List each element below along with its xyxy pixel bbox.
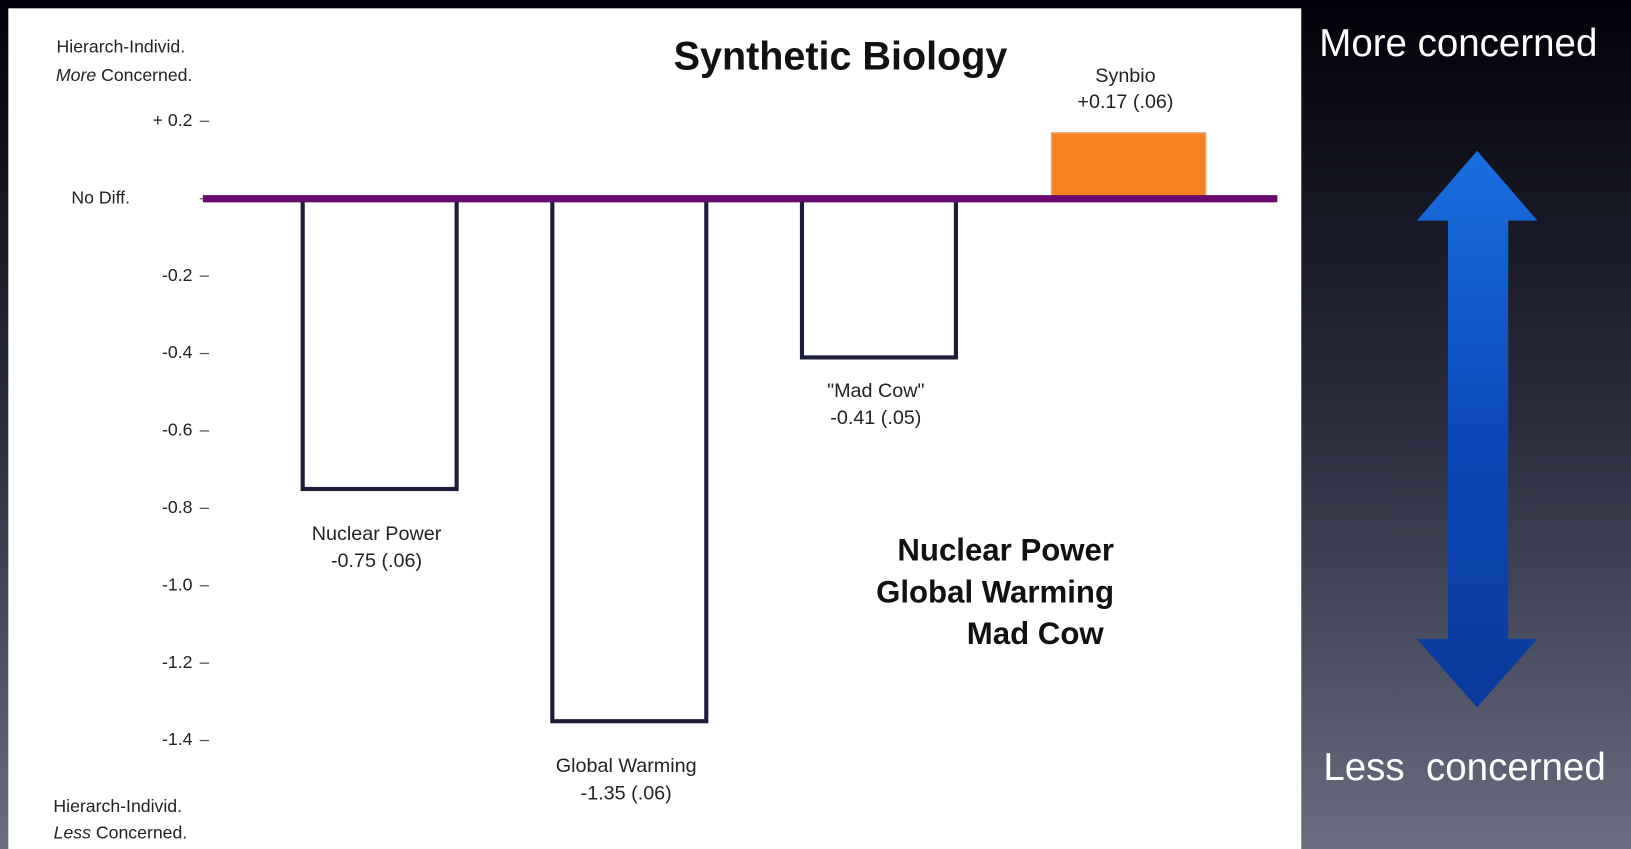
side-bottom-label: Less concerned	[1323, 746, 1605, 789]
annotation-line: Global Warming	[876, 574, 1114, 609]
bar	[300, 196, 459, 492]
y-tick-label: -1.2	[162, 652, 192, 672]
axis-top-label: Hierarch-Individ.	[57, 37, 186, 57]
bar	[799, 196, 959, 360]
value-label: -0.75 (.06)	[331, 550, 422, 572]
axis-bottom-label: Less Concerned.	[54, 822, 188, 842]
bar	[550, 196, 709, 724]
annotation-line: Nuclear Power	[897, 533, 1114, 568]
category-label: "Mad Cow"	[827, 380, 924, 402]
category-label: Nuclear Power	[312, 523, 442, 545]
chart-title: Synthetic Biology	[674, 35, 1008, 79]
y-tick-label: -0.6	[162, 420, 193, 440]
value-label: -1.35 (.06)	[581, 782, 672, 804]
axis-bottom-label: Hierarch-Individ.	[53, 796, 182, 816]
value-label: +0.17 (.06)	[1077, 91, 1173, 113]
label-rest: Concerned.	[91, 822, 187, 842]
y-tick-label: -1.0	[162, 574, 193, 594]
annotation-line: Mad Cow	[967, 616, 1105, 651]
category-label: Synbio	[1095, 65, 1155, 87]
emphasis: More	[56, 65, 96, 85]
y-tick-label: + 0.2	[153, 110, 193, 130]
y-tick-label: No Diff.	[71, 187, 130, 207]
emphasis: Less	[54, 822, 91, 842]
y-tick-label: -0.8	[162, 497, 193, 517]
label-rest: Concerned.	[96, 65, 192, 85]
bar	[1050, 132, 1207, 200]
y-tick-label: -0.4	[162, 342, 193, 362]
axis-top-label: More Concerned.	[56, 65, 193, 85]
y-tick-label: -0.2	[162, 265, 192, 285]
side-top-label: More concerned	[1319, 22, 1597, 65]
y-tick-label: -1.4	[162, 729, 193, 749]
double-arrow	[1416, 150, 1538, 708]
value-label: -0.41 (.05)	[830, 407, 921, 429]
category-label: Global Warming	[556, 755, 697, 777]
